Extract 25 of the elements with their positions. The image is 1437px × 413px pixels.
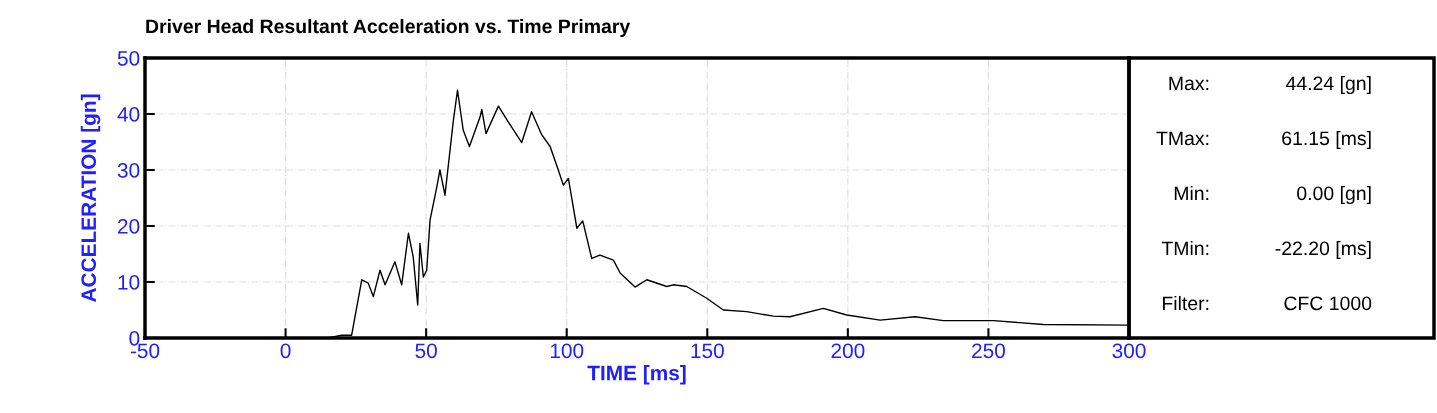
y-tick-label: 50 <box>117 51 140 66</box>
y-axis-title: ACCELERATION [gn] <box>80 94 101 303</box>
x-tick-label: 50 <box>415 343 437 359</box>
text: 61.15 [ms] <box>1282 130 1371 150</box>
text: Max: <box>1169 76 1209 91</box>
text: 0.00 [gn] <box>1297 185 1371 205</box>
x-tick-label: 300 <box>1112 343 1146 359</box>
x-axis-title: TIME [ms] <box>587 365 686 385</box>
text: 44.24 [gn] <box>1285 75 1371 95</box>
text: Filter: <box>1162 295 1209 311</box>
y-tick-label: 40 <box>117 107 140 122</box>
x-tick-label: 100 <box>550 343 584 359</box>
chart-title: Driver Head Resultant Acceleration vs. Time Primary <box>146 18 631 38</box>
text: Min: <box>1174 185 1209 201</box>
text: -22.20 [ms] <box>1275 240 1371 260</box>
x-tick-label: 250 <box>972 343 1005 359</box>
y-tick-label: 30 <box>117 163 140 178</box>
text: TMin: <box>1161 240 1209 256</box>
x-tick-label: 150 <box>691 343 724 359</box>
text: TMax: <box>1156 131 1209 146</box>
x-tick-label: 0 <box>280 343 291 359</box>
y-tick-label: 20 <box>118 219 140 234</box>
x-tick-label: 200 <box>831 343 865 359</box>
y-tick-label: 10 <box>118 275 140 290</box>
text: CFC 1000 <box>1284 296 1372 311</box>
